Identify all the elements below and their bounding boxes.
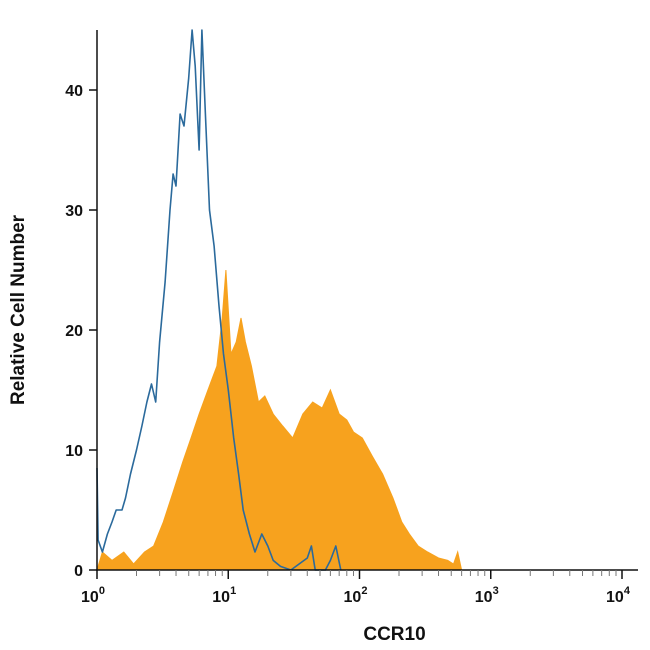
y-tick-label: 20	[65, 323, 83, 340]
y-tick-label: 10	[65, 443, 83, 460]
x-major-ticks: 100 101 102 103 104	[81, 570, 631, 606]
y-ticks: 0 10 20 30 40	[65, 83, 97, 580]
x-minor-ticks	[136, 570, 617, 576]
y-tick-label: 0	[74, 563, 83, 580]
y-tick-label: 30	[65, 203, 83, 220]
plot-area	[96, 29, 463, 571]
x-axis-title: CCR10	[363, 624, 425, 645]
ccr10-filled-histogram	[96, 269, 463, 571]
x-tick-label: 102	[344, 585, 368, 606]
y-axis-title: Relative Cell Number	[8, 214, 29, 405]
x-tick-label: 100	[81, 585, 105, 606]
x-tick-label: 103	[475, 585, 499, 606]
x-tick-label: 101	[212, 585, 236, 606]
isotype-control-histogram	[96, 29, 342, 571]
y-tick-label: 40	[65, 83, 83, 100]
x-tick-label: 104	[606, 585, 631, 606]
